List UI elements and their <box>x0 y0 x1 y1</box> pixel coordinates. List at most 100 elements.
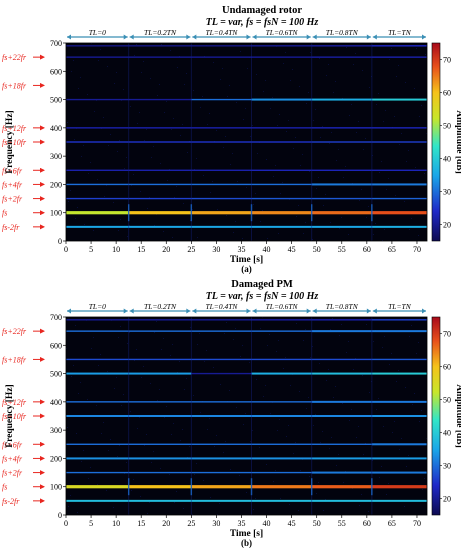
noise-speckle <box>318 482 319 483</box>
noise-speckle <box>283 368 284 369</box>
noise-speckle <box>139 417 140 418</box>
noise-speckle <box>133 174 134 175</box>
noise-speckle <box>184 84 185 85</box>
noise-speckle <box>134 55 135 56</box>
noise-speckle <box>94 111 95 112</box>
harmonic-annotation: fs-2fr <box>2 223 20 232</box>
colorbar-tick-label: 30 <box>443 188 451 197</box>
transient-burst <box>311 43 313 241</box>
harmonic-line-segment <box>128 183 192 186</box>
noise-speckle <box>98 60 99 61</box>
harmonic-annotation: fs+12fr <box>2 124 27 133</box>
x-tick-label: 60 <box>363 519 371 528</box>
noise-speckle <box>88 173 89 174</box>
noise-speckle <box>118 230 119 231</box>
noise-speckle <box>157 400 158 401</box>
noise-speckle <box>108 145 109 146</box>
noise-speckle <box>282 182 283 183</box>
noise-speckle <box>192 209 193 210</box>
load-segment-label: TL=0.6TN <box>266 28 299 37</box>
noise-speckle <box>130 411 131 412</box>
noise-speckle <box>77 207 78 208</box>
harmonic-line-segment <box>66 443 129 445</box>
noise-speckle <box>313 425 314 426</box>
harmonic-line-segment <box>191 56 252 58</box>
harmonic-annotation: fs+2fr <box>2 469 23 478</box>
x-tick-label: 65 <box>388 519 396 528</box>
noise-speckle <box>236 102 237 103</box>
noise-speckle <box>126 462 127 463</box>
harmonic-annotation: fs+6fr <box>2 440 23 449</box>
noise-speckle <box>328 64 329 65</box>
noise-speckle <box>179 361 180 362</box>
load-segment-label: TL=0 <box>89 302 106 311</box>
noise-speckle <box>330 329 331 330</box>
noise-speckle <box>200 412 201 413</box>
arrow-head-left <box>372 308 377 314</box>
noise-speckle <box>285 357 286 358</box>
arrow-head-left <box>67 34 71 40</box>
noise-speckle <box>385 110 386 111</box>
colorbar-tick-label: 60 <box>443 89 451 98</box>
x-tick-label: 20 <box>162 245 170 254</box>
y-tick-label: 300 <box>50 152 62 161</box>
noise-speckle <box>149 502 150 503</box>
noise-speckle <box>372 155 373 156</box>
harmonic-line-segment <box>191 319 252 321</box>
noise-speckle <box>174 197 175 198</box>
noise-speckle <box>124 473 125 474</box>
x-tick-label: 65 <box>388 245 396 254</box>
noise-speckle <box>217 514 218 515</box>
noise-speckle <box>90 467 91 468</box>
noise-speckle <box>207 429 208 430</box>
noise-speckle <box>365 138 366 139</box>
noise-speckle <box>319 363 320 364</box>
noise-speckle <box>157 95 158 96</box>
noise-speckle <box>226 322 227 323</box>
noise-speckle <box>129 332 130 333</box>
noise-speckle <box>331 132 332 133</box>
noise-speckle <box>121 100 122 101</box>
arrow-head-left <box>129 34 134 40</box>
noise-speckle <box>366 217 367 218</box>
noise-speckle <box>389 59 390 60</box>
noise-speckle <box>203 175 204 176</box>
noise-speckle <box>315 109 316 110</box>
noise-speckle <box>213 62 214 63</box>
harmonic-line-segment <box>251 211 312 215</box>
y-tick-label: 0 <box>58 237 62 246</box>
x-tick-label: 15 <box>137 245 145 254</box>
noise-speckle <box>193 90 194 91</box>
noise-speckle <box>414 88 415 89</box>
noise-speckle <box>169 474 170 475</box>
harmonic-line-segment <box>311 169 372 171</box>
harmonic-line-segment <box>128 141 192 143</box>
noise-speckle <box>346 47 347 48</box>
harmonic-line-segment <box>251 183 312 186</box>
noise-speckle <box>295 442 296 443</box>
noise-speckle <box>246 492 247 493</box>
noise-speckle <box>405 82 406 83</box>
load-segment-label: TL=TN <box>388 302 412 311</box>
load-segment-label: TL=0.2TN <box>144 28 177 37</box>
harmonic-line-segment <box>371 197 427 200</box>
noise-speckle <box>343 482 344 483</box>
x-tick-label: 35 <box>237 519 245 528</box>
noise-speckle <box>383 121 384 122</box>
noise-speckle <box>123 394 124 395</box>
noise-speckle <box>411 325 412 326</box>
noise-speckle <box>255 193 256 194</box>
noise-speckle <box>252 125 253 126</box>
noise-speckle <box>270 108 271 109</box>
noise-speckle <box>265 80 266 81</box>
harmonic-line-segment <box>191 443 252 445</box>
noise-speckle <box>100 354 101 355</box>
noise-speckle <box>229 390 230 391</box>
noise-speckle <box>116 72 117 73</box>
harmonic-line-segment <box>66 330 129 332</box>
noise-speckle <box>295 137 296 138</box>
noise-speckle <box>143 366 144 367</box>
noise-speckle <box>384 229 385 230</box>
noise-speckle <box>405 387 406 388</box>
noise-speckle <box>96 100 97 101</box>
